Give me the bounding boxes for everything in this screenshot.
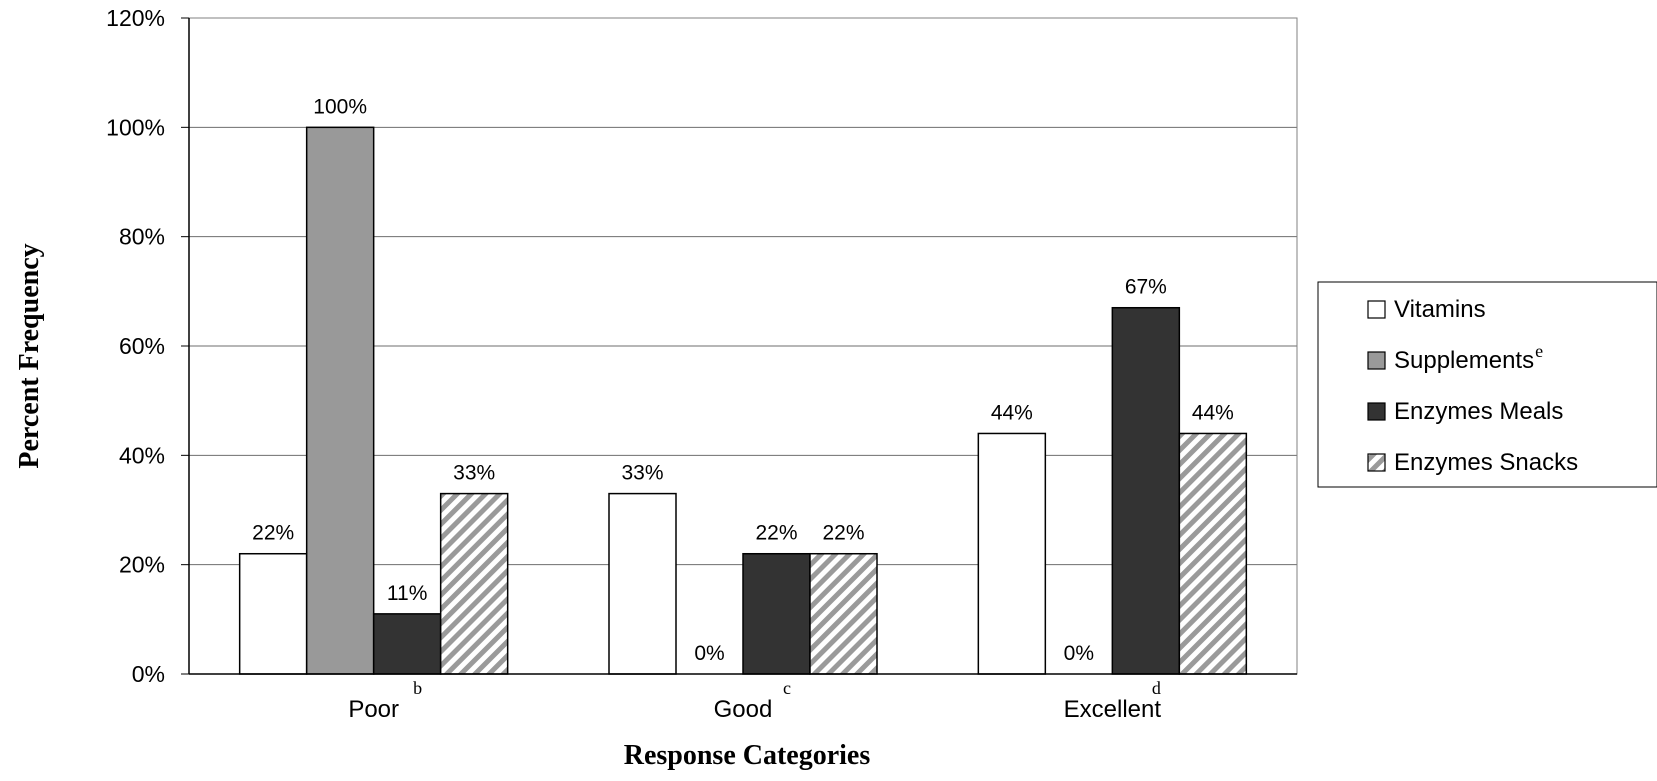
x-category-superscript: c bbox=[783, 678, 791, 698]
bar-enzymes-snacks-excellent bbox=[1178, 432, 1248, 675]
y-tick-label: 0% bbox=[132, 661, 165, 687]
x-category-label: Good bbox=[714, 696, 773, 723]
data-label: 100% bbox=[313, 95, 367, 118]
y-tick-label: 100% bbox=[106, 114, 165, 140]
bar-enzymes-meals-good bbox=[742, 552, 811, 675]
legend-label: Enzymes Meals bbox=[1394, 398, 1563, 425]
data-label: 22% bbox=[755, 522, 797, 545]
data-labels: 22% 100% 11% 33% 33% 0% 22% 22% 44% 0% 67% 44% bbox=[252, 95, 1234, 665]
x-category-label: Excellent bbox=[1064, 696, 1162, 723]
legend-label-superscript: e bbox=[1535, 341, 1543, 361]
y-tick-label: 40% bbox=[119, 442, 165, 468]
bars bbox=[238, 126, 1248, 675]
bar-enzymes-meals-poor bbox=[372, 613, 442, 675]
data-label: 22% bbox=[822, 522, 864, 545]
x-category-superscript: b bbox=[413, 678, 422, 698]
legend-label: Supplements bbox=[1394, 347, 1534, 374]
data-label: 44% bbox=[1192, 401, 1234, 424]
legend-swatch bbox=[1367, 453, 1386, 472]
bar-vitamins-excellent bbox=[977, 432, 1047, 675]
data-label: 33% bbox=[453, 462, 495, 485]
legend-swatch bbox=[1367, 300, 1386, 319]
y-axis-title: Percent Frequency bbox=[14, 243, 45, 468]
y-tick-label: 20% bbox=[119, 552, 165, 578]
bar-supplements-poor bbox=[305, 126, 375, 675]
legend-label: Vitamins bbox=[1394, 296, 1486, 323]
bar-vitamins-good bbox=[608, 492, 677, 675]
data-label: 0% bbox=[1064, 642, 1094, 665]
x-axis-title: Response Categories bbox=[624, 740, 871, 771]
data-label: 67% bbox=[1125, 276, 1167, 299]
bar-enzymes-meals-excellent bbox=[1111, 306, 1181, 675]
y-tick-label: 60% bbox=[119, 333, 165, 359]
x-category-superscript: d bbox=[1152, 678, 1161, 698]
y-tick-label: 120% bbox=[106, 5, 165, 31]
data-label: 44% bbox=[991, 401, 1033, 424]
data-label: 11% bbox=[387, 582, 427, 605]
y-axis-ticks: 0% 20% 40% 60% 80% 100% 120% bbox=[106, 5, 189, 687]
legend-swatch bbox=[1367, 402, 1386, 421]
data-label: 0% bbox=[694, 642, 724, 665]
bar-enzymes-snacks-good bbox=[809, 552, 878, 675]
legend: Vitamins Supplements e Enzymes Meals Enzymes… bbox=[1317, 281, 1657, 488]
data-label: 33% bbox=[621, 462, 663, 485]
y-tick-label: 80% bbox=[119, 224, 165, 250]
legend-label: Enzymes Snacks bbox=[1394, 449, 1578, 476]
bar-enzymes-snacks-poor bbox=[439, 492, 509, 675]
legend-swatch bbox=[1367, 351, 1386, 370]
bar-vitamins-poor bbox=[238, 552, 308, 675]
x-category-label: Poor bbox=[348, 696, 399, 723]
data-label: 22% bbox=[252, 522, 294, 545]
